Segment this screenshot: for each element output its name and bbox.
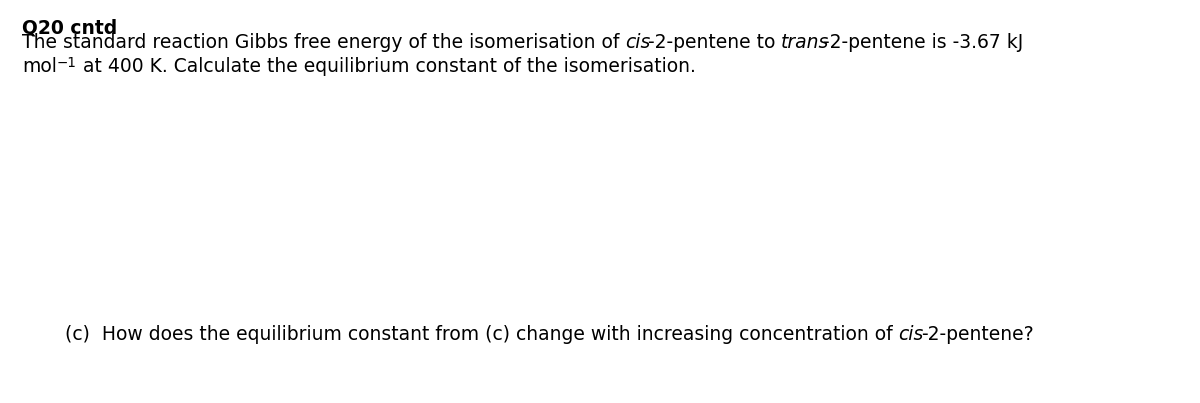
Text: (c)  How does the equilibrium constant from (c) change with increasing concentra: (c) How does the equilibrium constant fr… xyxy=(65,325,899,344)
Text: -2-pentene is -3.67 kJ: -2-pentene is -3.67 kJ xyxy=(823,33,1024,52)
Text: -2-pentene to: -2-pentene to xyxy=(648,33,781,52)
Text: trans: trans xyxy=(781,33,829,52)
Text: -2-pentene?: -2-pentene? xyxy=(920,325,1033,344)
Text: Q20 cntd: Q20 cntd xyxy=(22,18,118,37)
Text: cis: cis xyxy=(625,33,650,52)
Text: cis: cis xyxy=(899,325,924,344)
Text: The standard reaction Gibbs free energy of the isomerisation of: The standard reaction Gibbs free energy … xyxy=(22,33,625,52)
Text: −1: −1 xyxy=(56,56,77,70)
Text: mol: mol xyxy=(22,57,56,76)
Text: at 400 K. Calculate the equilibrium constant of the isomerisation.: at 400 K. Calculate the equilibrium cons… xyxy=(77,57,696,76)
